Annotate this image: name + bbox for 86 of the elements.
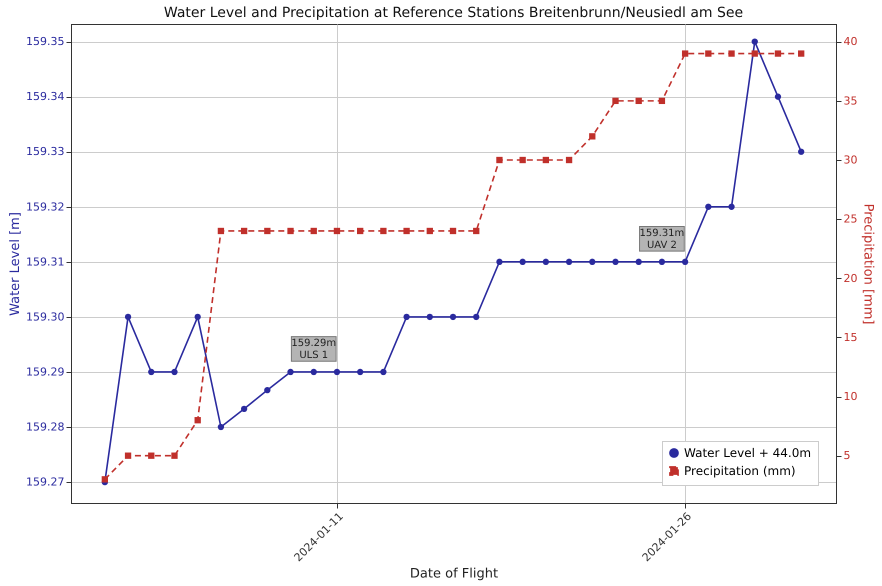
- annotation: 159.31m UAV 2: [640, 228, 684, 251]
- y2-tick-label: 5: [844, 449, 850, 462]
- point: [752, 38, 758, 45]
- y2-tick-label: 15: [844, 330, 858, 344]
- point: [728, 50, 735, 57]
- y2-tick-label: 10: [844, 390, 858, 404]
- point: [636, 258, 642, 266]
- point: [682, 50, 688, 57]
- y2-tick-label: 25: [844, 212, 858, 226]
- legend-label: Water Level + 44.0m: [684, 446, 812, 460]
- point: [636, 98, 642, 104]
- point: [426, 314, 433, 320]
- y-tick-label: 159.31: [26, 255, 64, 268]
- point: [658, 98, 666, 104]
- point: [124, 452, 132, 459]
- point: [148, 368, 154, 376]
- y-tick-label: 159.32: [26, 200, 64, 214]
- y-tick-label: 159.29: [26, 365, 64, 378]
- y-tick-label: 159.35: [26, 35, 64, 48]
- point: [194, 314, 201, 320]
- y2-axis-title: Precipitation [mm]: [860, 204, 876, 324]
- point: [380, 228, 387, 234]
- point: [682, 258, 688, 266]
- point: [194, 417, 201, 424]
- chart-title: Water Level and Precipitation at Reference Stations Breitenbrunn/Neusiedl am See: [164, 5, 744, 21]
- point: [287, 228, 294, 234]
- point: [357, 368, 364, 376]
- point: [426, 228, 433, 234]
- point: [218, 228, 224, 234]
- point: [264, 228, 270, 234]
- point: [473, 228, 480, 234]
- point: [334, 228, 340, 234]
- y-tick-label: 159.33: [26, 145, 64, 158]
- point: [357, 228, 364, 234]
- point: [496, 258, 503, 266]
- point: [148, 452, 154, 459]
- point: [566, 156, 572, 164]
- point: [589, 133, 596, 140]
- point: [705, 204, 712, 210]
- point: [752, 50, 758, 57]
- y2-tick-label: 30: [844, 154, 858, 167]
- y2-tick-label: 20: [844, 272, 858, 285]
- point: [496, 156, 503, 164]
- point: [798, 148, 804, 155]
- point: [774, 50, 782, 57]
- y2-tick-label: 40: [844, 35, 858, 48]
- point: [403, 228, 410, 234]
- point: [450, 228, 456, 234]
- point: [240, 228, 248, 234]
- annotation: 159.29m ULS 1: [291, 338, 336, 361]
- point: [450, 314, 456, 320]
- point: [542, 258, 550, 266]
- point: [519, 156, 526, 164]
- point: [124, 314, 132, 320]
- point: [171, 452, 178, 459]
- y-axis-title: Water Level [m]: [8, 212, 24, 316]
- y-tick-label: 159.34: [26, 90, 64, 104]
- point: [705, 50, 712, 57]
- point: [658, 258, 666, 266]
- point: [334, 368, 340, 376]
- point: [612, 258, 619, 266]
- point: [589, 258, 596, 266]
- point: [612, 98, 619, 104]
- y-tick-label: 159.28: [26, 420, 64, 434]
- point: [264, 386, 270, 394]
- legend-label: Precipitation (mm): [684, 464, 796, 478]
- point: [542, 156, 550, 164]
- point: [728, 204, 735, 210]
- point: [380, 368, 387, 376]
- point: [171, 368, 178, 376]
- point: [473, 314, 480, 320]
- point: [310, 368, 317, 376]
- point: [798, 50, 804, 57]
- point: [519, 258, 526, 266]
- x-axis-title: Date of Flight: [410, 566, 498, 582]
- point: [403, 314, 410, 320]
- point: [102, 476, 108, 483]
- point: [240, 406, 248, 412]
- point: [287, 368, 294, 376]
- y-tick-label: 159.27: [26, 476, 64, 489]
- point: [218, 424, 224, 430]
- y2-tick-label: 35: [844, 94, 858, 108]
- point: [566, 258, 572, 266]
- point: [774, 94, 782, 100]
- point: [310, 228, 317, 234]
- y-tick-label: 159.30: [26, 310, 64, 324]
